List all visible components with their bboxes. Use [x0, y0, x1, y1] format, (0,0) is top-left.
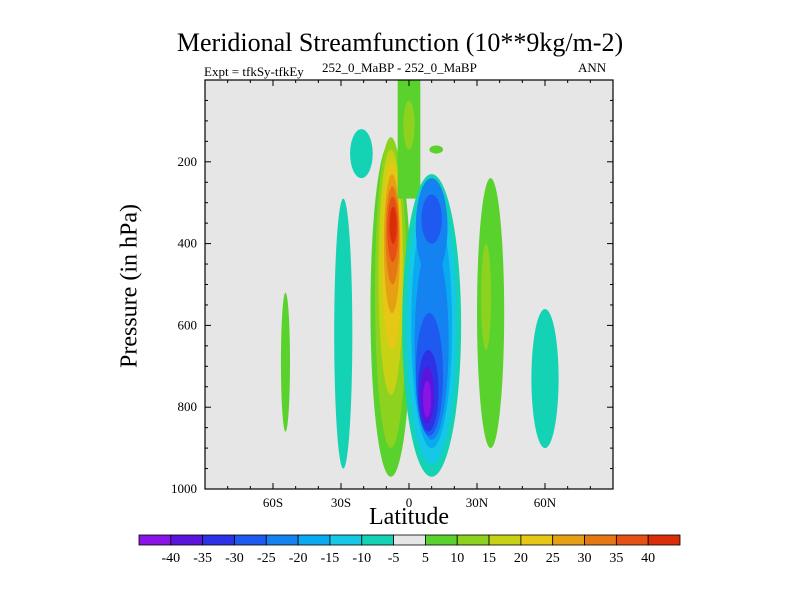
colorbar-swatch: [202, 534, 235, 546]
contour-small-pos: [429, 145, 444, 154]
colorbar-level-label: 25: [546, 551, 560, 566]
colorbar-swatch: [361, 534, 394, 546]
y-tick-label: 800: [178, 399, 198, 414]
colorbar-swatch: [297, 534, 331, 546]
colorbar-level-label: -25: [257, 551, 276, 566]
experiment-label: Expt = tfkSy-tfkEy: [204, 64, 304, 79]
colorbar-level-label: -30: [225, 551, 244, 566]
colorbar-swatch: [425, 534, 458, 546]
colorbar-swatch: [456, 534, 490, 546]
y-axis-label: Pressure (in hPa): [116, 204, 143, 368]
contour-nh-ferrel-core: [481, 243, 492, 350]
colorbar-level-label: 20: [514, 551, 528, 566]
colorbar-swatch: [584, 534, 617, 546]
colorbar-swatch: [520, 534, 554, 546]
colorbar-swatch: [615, 534, 649, 546]
x-tick-label: 60N: [534, 495, 557, 510]
x-tick-label: 30N: [466, 495, 489, 510]
contour-sh-ferrel: [334, 198, 353, 469]
colorbar-level-label: -5: [388, 551, 400, 566]
colorbar-level-label: 35: [609, 551, 623, 566]
period-label: 252_0_MaBP - 252_0_MaBP: [322, 60, 477, 75]
colorbar-level-label: -20: [289, 551, 308, 566]
colorbar-swatch: [552, 534, 585, 546]
colorbar-level-label: 10: [450, 551, 464, 566]
x-axis-label: Latitude: [369, 504, 449, 530]
chart-title: Meridional Streamfunction (10**9kg/m-2): [176, 28, 624, 57]
colorbar-swatch: [170, 534, 204, 546]
x-tick-label: 0: [406, 495, 413, 510]
colorbar-swatch: [265, 534, 299, 546]
colorbar-level-label: -40: [161, 551, 180, 566]
contour-upper-sh: [350, 129, 373, 179]
contour-equatorial-upper-10: [403, 100, 415, 150]
colorbar-swatch: [393, 534, 426, 546]
colorbar-level-label: 5: [422, 551, 429, 566]
contour-neg-25-upper: [421, 194, 442, 244]
contour-neg-40: [423, 380, 432, 418]
colorbar-swatch: [488, 534, 522, 546]
colorbar-swatch: [647, 534, 681, 546]
season-label: ANN: [578, 60, 607, 75]
colorbar-level-label: 15: [482, 551, 496, 566]
y-tick-label: 600: [178, 317, 198, 332]
colorbar-swatch: [329, 534, 363, 546]
y-tick-label: 400: [178, 236, 198, 251]
colorbar-level-label: 40: [641, 551, 655, 566]
colorbar: -40 -35 -30 -25 -20 -15 -10 -5 5 10 15 20 25 30 35 40: [138, 534, 681, 566]
colorbar-level-label: -15: [321, 551, 340, 566]
contour-layer: [280, 80, 559, 477]
x-tick-label: 30S: [331, 495, 351, 510]
y-tick-label: 200: [178, 154, 198, 169]
axis-ticks: 60S 30S 0 30N 60N 200 400 600 800 1000: [171, 79, 614, 510]
colorbar-level-label: -10: [352, 551, 371, 566]
colorbar-level-label: -35: [193, 551, 212, 566]
x-tick-label: 60S: [263, 495, 283, 510]
contour-nh-highlat: [531, 309, 559, 449]
contour-pos-40: [389, 206, 397, 244]
colorbar-swatch: [138, 534, 172, 546]
contour-sh-highlat: [280, 292, 291, 432]
colorbar-level-label: 30: [578, 551, 592, 566]
y-tick-label: 1000: [171, 481, 197, 496]
colorbar-swatch: [234, 534, 267, 546]
